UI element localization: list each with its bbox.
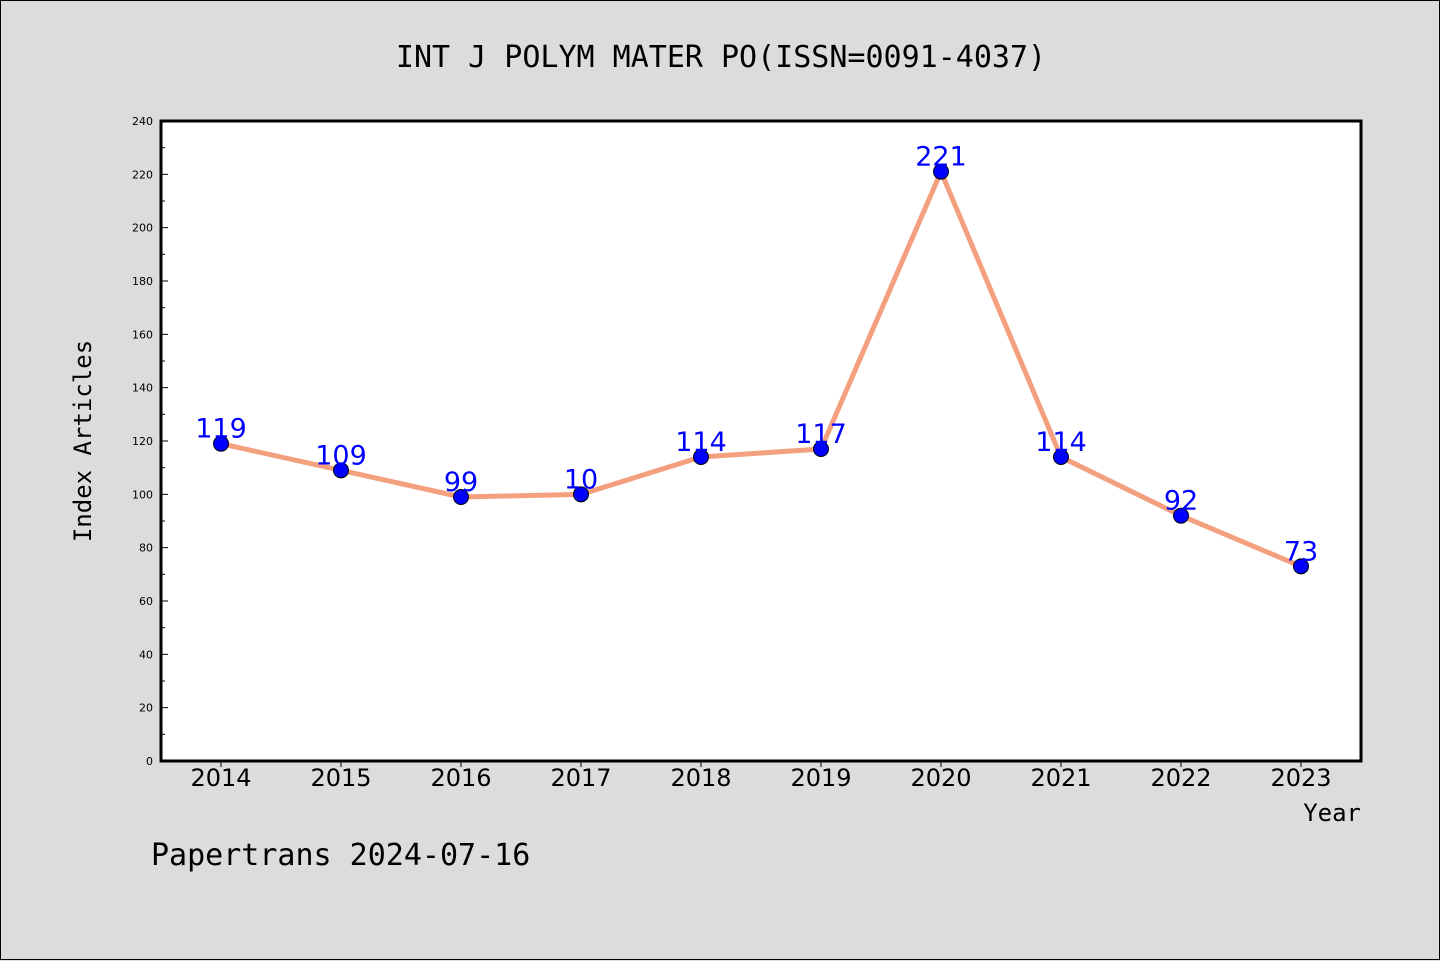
data-label: 92 bbox=[1164, 486, 1198, 517]
data-label: 10 bbox=[564, 464, 598, 495]
data-point bbox=[933, 163, 949, 180]
data-label: 109 bbox=[315, 440, 367, 471]
y-axis-label: Index Articles bbox=[69, 340, 97, 542]
data-label: 221 bbox=[915, 142, 967, 173]
x-tick-label: 2014 bbox=[190, 764, 251, 792]
data-point bbox=[1293, 558, 1309, 575]
x-tick-label: 2017 bbox=[550, 764, 611, 792]
data-point bbox=[693, 449, 709, 465]
y-tick-label: 120 bbox=[132, 435, 153, 448]
y-tick-label: 100 bbox=[132, 488, 153, 501]
y-tick-label: 0 bbox=[146, 755, 153, 768]
x-tick-label: 2020 bbox=[910, 764, 971, 792]
data-label: 117 bbox=[795, 419, 847, 450]
x-tick-label: 2018 bbox=[670, 764, 731, 792]
series-line bbox=[220, 169, 1302, 569]
y-tick-label: 220 bbox=[132, 168, 153, 181]
x-tick-label: 2016 bbox=[430, 764, 491, 792]
data-point bbox=[573, 486, 589, 503]
y-tick-label: 140 bbox=[132, 382, 153, 395]
data-point bbox=[1173, 507, 1189, 524]
y-axis: 0 20 40 60 80 100 120 140 160 180 200 220 240 bbox=[132, 115, 168, 768]
y-tick-label: 200 bbox=[132, 222, 153, 235]
y-tick-label: 180 bbox=[132, 275, 153, 288]
data-point bbox=[453, 489, 469, 505]
data-label: 73 bbox=[1284, 536, 1318, 567]
x-axis: 2014 2015 2016 2017 2018 2019 2020 2021 2022 2023 bbox=[190, 761, 1332, 792]
data-label: 114 bbox=[1035, 427, 1087, 458]
series-line-group bbox=[220, 169, 1302, 569]
x-tick-label: 2021 bbox=[1030, 764, 1091, 792]
y-tick-label: 240 bbox=[132, 115, 153, 128]
y-tick-label: 160 bbox=[132, 328, 153, 341]
y-tick-label: 40 bbox=[139, 648, 153, 661]
data-point bbox=[213, 435, 229, 452]
markers-group bbox=[213, 163, 1309, 575]
data-label: 114 bbox=[675, 427, 727, 458]
data-point bbox=[333, 462, 349, 479]
y-tick-label: 80 bbox=[139, 542, 153, 555]
x-tick-label: 2019 bbox=[790, 764, 851, 792]
data-point bbox=[813, 441, 829, 457]
x-tick-label: 2022 bbox=[1150, 764, 1211, 792]
plot-area bbox=[159, 119, 1363, 763]
data-label: 99 bbox=[444, 467, 478, 498]
source-date-text: Papertrans 2024-07-16 bbox=[151, 838, 530, 873]
chart-title: INT J POLYM MATER PO(ISSN=0091-4037) bbox=[396, 40, 1046, 75]
x-tick-label: 2023 bbox=[1270, 764, 1331, 792]
data-label: 119 bbox=[195, 414, 247, 445]
y-tick-label: 60 bbox=[139, 595, 153, 608]
x-tick-label: 2015 bbox=[310, 764, 371, 792]
data-point bbox=[1053, 449, 1069, 465]
x-axis-label: Year bbox=[1303, 799, 1361, 827]
data-labels-group: 119 109 99 10 114 117 221 114 92 73 bbox=[195, 142, 1318, 568]
y-tick-label: 20 bbox=[139, 702, 153, 715]
